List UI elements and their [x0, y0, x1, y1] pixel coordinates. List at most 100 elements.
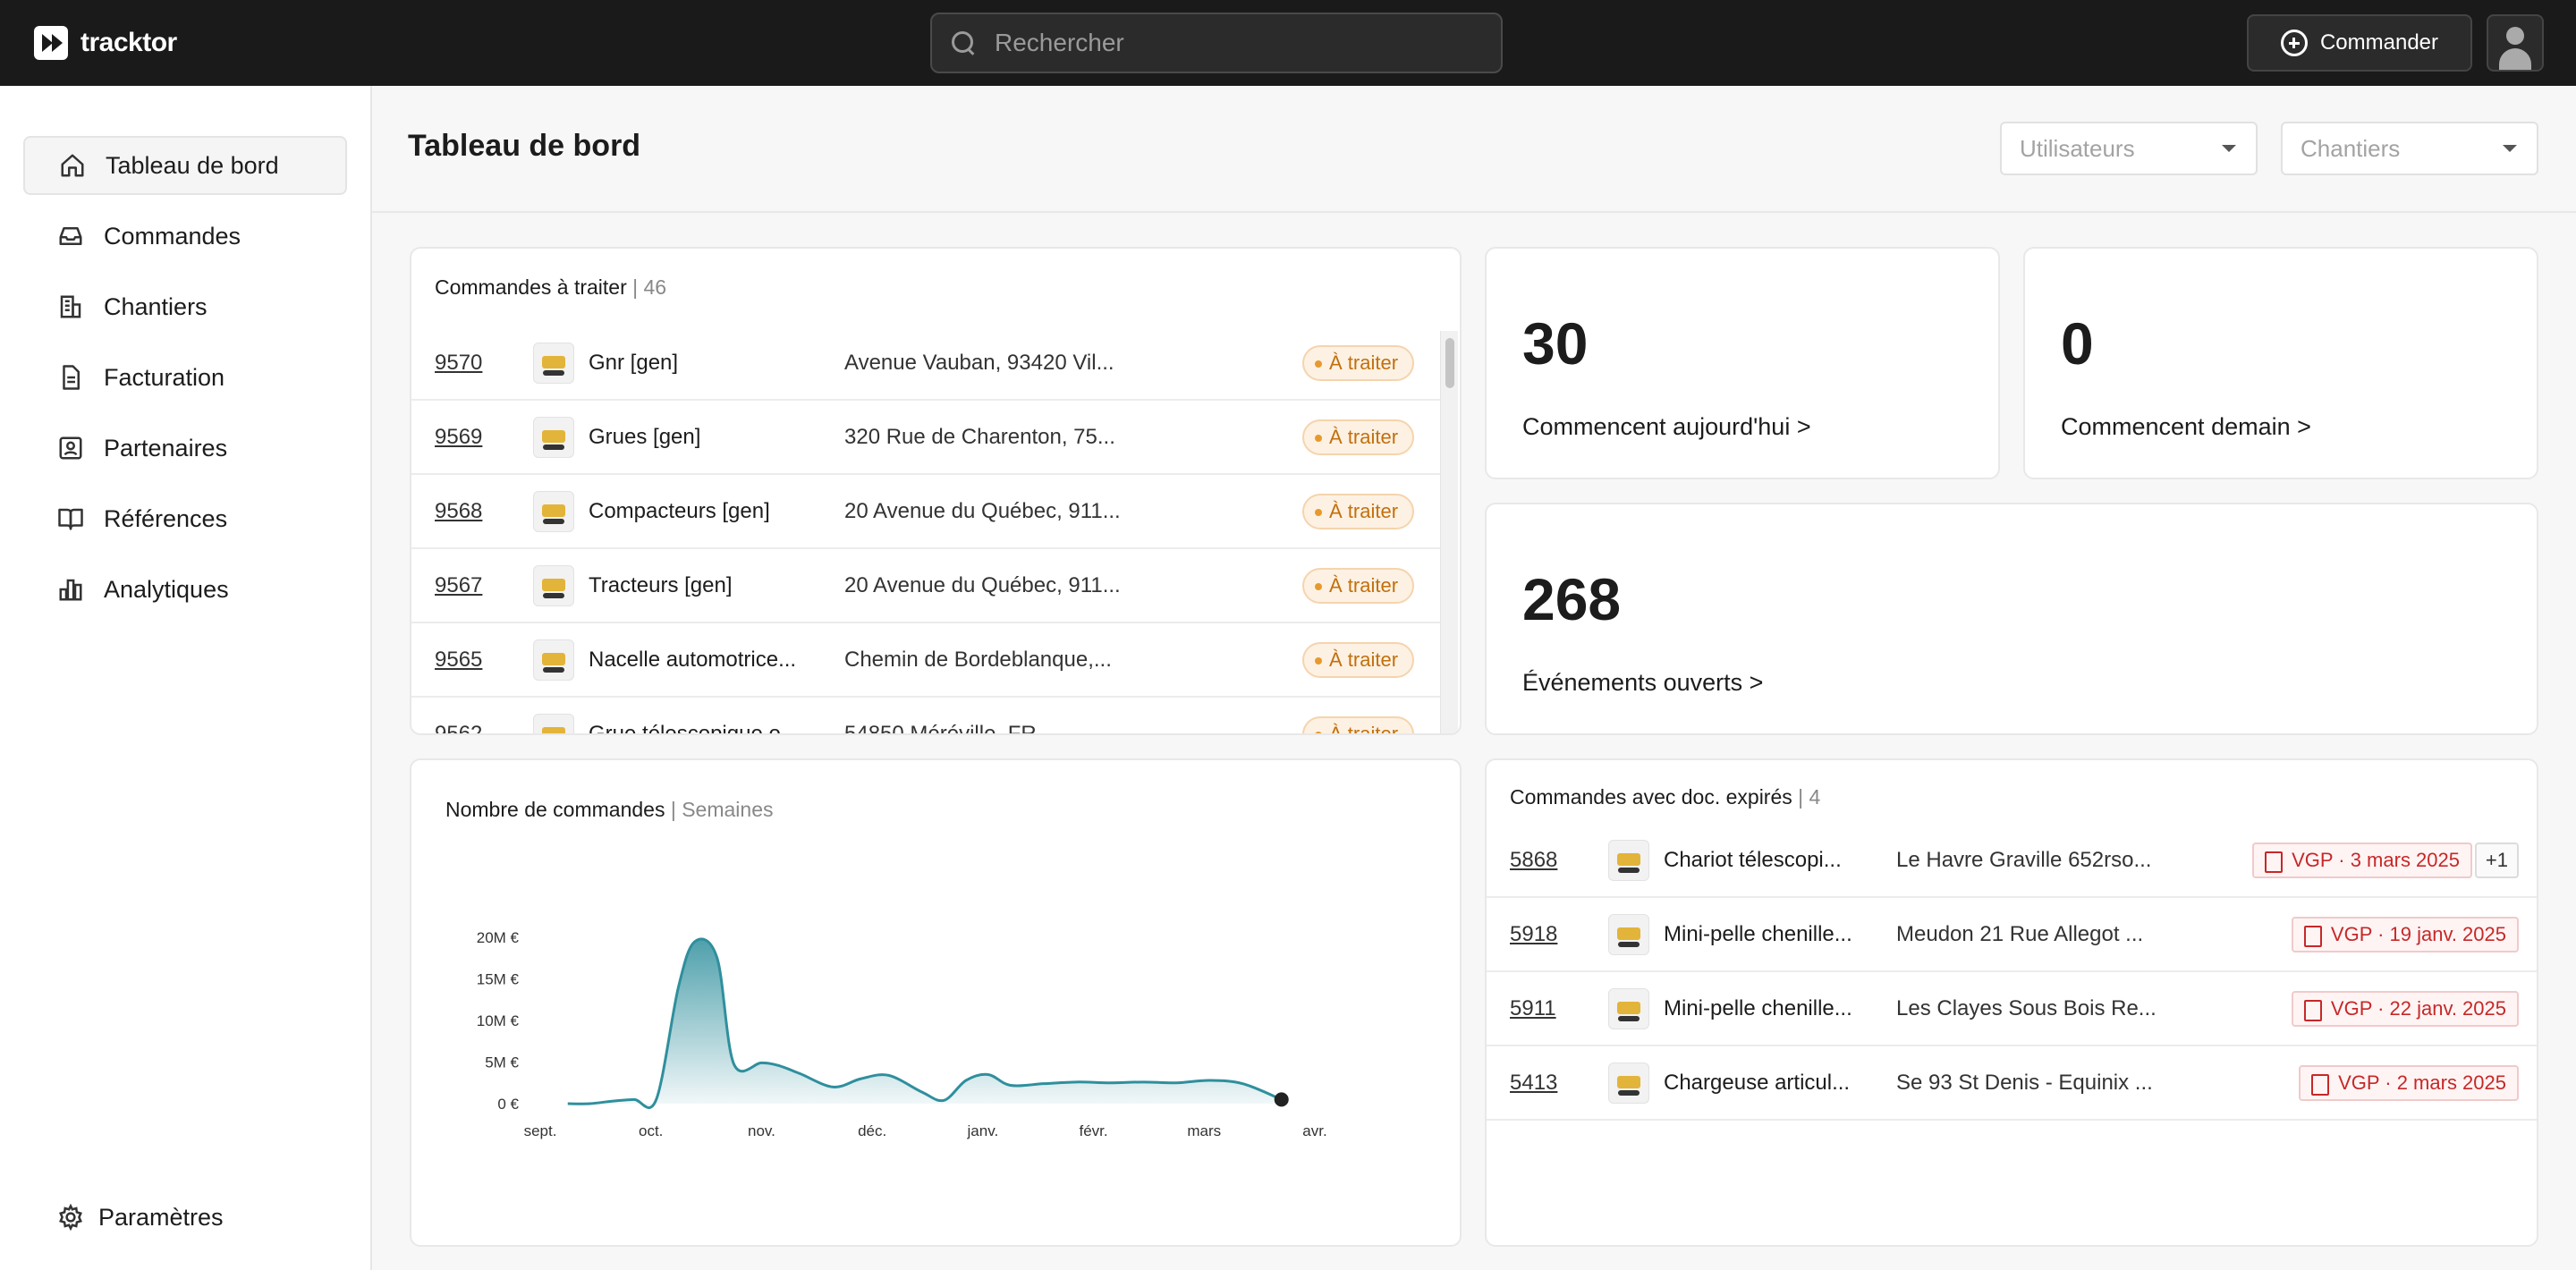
equipment-thumbnail [533, 491, 574, 532]
stat-tomorrow-value: 0 [2061, 310, 2094, 377]
table-row[interactable]: 9570 Gnr [gen] Avenue Vauban, 93420 Vil...… [411, 327, 1442, 401]
last-point-marker[interactable] [1274, 1092, 1289, 1107]
inbox-icon [57, 223, 84, 250]
more-docs-badge[interactable]: +1 [2474, 842, 2519, 878]
sidebar-item-analytics[interactable]: Analytiques [23, 560, 347, 619]
stat-card-tomorrow[interactable]: 0 Commencent demain > [2023, 247, 2538, 479]
orders-count: | 46 [632, 275, 667, 299]
order-id-link[interactable]: 5868 [1510, 848, 1558, 872]
order-id-link[interactable]: 5911 [1510, 996, 1556, 1020]
table-row[interactable]: 5413 Chargeuse articul... Se 93 St Denis -… [1487, 1047, 2537, 1121]
orders-to-process-card: Commandes à traiter | 46 9570 Gnr [gen] Av… [410, 247, 1462, 735]
sidebar-item-label: Analytiques [104, 575, 229, 603]
sites-select[interactable]: Chantiers [2281, 122, 2538, 175]
area-fill [567, 938, 1282, 1108]
table-row[interactable]: 9562 Grue télescopique o... 54850 Mérévill… [411, 698, 1442, 735]
sidebar-item-label: Tableau de bord [106, 151, 279, 179]
sites-select-value: Chantiers [2301, 134, 2401, 162]
sidebar-item-orders[interactable]: Commandes [23, 207, 347, 266]
app-logo[interactable]: tracktor [34, 25, 177, 61]
search-input[interactable] [995, 29, 1496, 57]
expired-doc-badge[interactable]: VGP · 3 mars 2025 [2252, 842, 2472, 878]
expired-doc-badge[interactable]: VGP · 2 mars 2025 [2299, 1065, 2519, 1101]
sidebar-item-dashboard[interactable]: Tableau de bord [23, 136, 347, 195]
users-select[interactable]: Utilisateurs [2000, 122, 2258, 175]
table-row[interactable]: 9567 Tracteurs [gen] 20 Avenue du Québec, … [411, 550, 1442, 623]
x-tick-label: oct. [639, 1122, 663, 1139]
y-tick-label: 20M € [477, 929, 520, 946]
building-icon [57, 293, 84, 320]
order-id-link[interactable]: 9568 [435, 499, 483, 523]
stat-events-link[interactable]: Événements ouverts > [1522, 669, 1764, 696]
equipment-thumbnail [1608, 988, 1649, 1029]
orders-scrollbar[interactable] [1440, 331, 1458, 733]
equipment-thumbnail [533, 565, 574, 606]
order-id-link[interactable]: 9567 [435, 573, 483, 597]
x-tick-label: avr. [1302, 1122, 1326, 1139]
sidebar-item-billing[interactable]: Facturation [23, 348, 347, 407]
top-bar: tracktor Commander [0, 0, 2576, 86]
sidebar-item-label: Références [104, 504, 228, 532]
sidebar-item-label: Facturation [104, 363, 225, 391]
page-title: Tableau de bord [408, 129, 641, 163]
order-address: Le Havre Graville 652rso... [1896, 848, 2152, 872]
order-button[interactable]: Commander [2247, 14, 2472, 72]
table-row[interactable]: 9565 Nacelle automotrice... Chemin de Bord… [411, 624, 1442, 698]
stat-today-link[interactable]: Commencent aujourd'hui > [1522, 413, 1811, 440]
order-id-link[interactable]: 5918 [1510, 922, 1558, 946]
expired-title-text: Commandes avec doc. expirés [1510, 785, 1792, 809]
x-tick-label: déc. [858, 1122, 886, 1139]
table-row[interactable]: 5868 Chariot télescopi... Le Havre Gravill… [1487, 825, 2537, 898]
table-row[interactable]: 5911 Mini-pelle chenille... Les Clayes Sou… [1487, 973, 2537, 1046]
stat-card-events[interactable]: 268 Événements ouverts > [1485, 503, 2538, 735]
order-address: 20 Avenue du Québec, 911... [844, 499, 1121, 523]
stat-card-today[interactable]: 30 Commencent aujourd'hui > [1485, 247, 2000, 479]
settings-label: Paramètres [98, 1203, 224, 1231]
sidebar-item-partners[interactable]: Partenaires [23, 419, 347, 478]
expired-count: | 4 [1798, 785, 1821, 809]
status-badge: À traiter [1302, 419, 1415, 455]
equipment-thumbnail [1608, 914, 1649, 955]
gear-icon [57, 1204, 84, 1231]
equipment-thumbnail [533, 714, 574, 733]
order-address: Avenue Vauban, 93420 Vil... [844, 351, 1114, 375]
y-tick-label: 5M € [485, 1054, 519, 1071]
y-tick-label: 15M € [477, 971, 520, 988]
equipment-thumbnail [1608, 1063, 1649, 1104]
order-id-link[interactable]: 9562 [435, 722, 483, 735]
sidebar-item-settings[interactable]: Paramètres [23, 1188, 347, 1247]
x-tick-label: mars [1187, 1122, 1221, 1139]
scroll-thumb[interactable] [1445, 338, 1454, 388]
equipment-thumbnail [533, 417, 574, 458]
y-tick-label: 0 € [497, 1096, 519, 1113]
table-row[interactable]: 5918 Mini-pelle chenille... Meudon 21 Rue … [1487, 899, 2537, 972]
table-row[interactable]: 9569 Grues [gen] 320 Rue de Charenton, 75.… [411, 402, 1442, 475]
equipment-name: Gnr [gen] [589, 351, 679, 375]
expired-doc-badge[interactable]: VGP · 22 janv. 2025 [2291, 991, 2519, 1027]
search-bar [930, 13, 1503, 73]
expired-doc-badge[interactable]: VGP · 19 janv. 2025 [2291, 917, 2519, 952]
order-address: 54850 Méréville, FR [844, 722, 1037, 735]
equipment-name: Tracteurs [gen] [589, 573, 733, 597]
order-id-link[interactable]: 5413 [1510, 1071, 1558, 1095]
equipment-name: Grues [gen] [589, 425, 701, 449]
stat-tomorrow-link[interactable]: Commencent demain > [2061, 413, 2311, 440]
order-id-link[interactable]: 9570 [435, 351, 483, 375]
sidebar-item-sites[interactable]: Chantiers [23, 277, 347, 336]
search-icon [950, 30, 977, 56]
status-badge: À traiter [1302, 642, 1415, 678]
order-address: Les Clayes Sous Bois Re... [1896, 996, 2157, 1020]
user-menu-button[interactable] [2487, 14, 2544, 72]
order-id-link[interactable]: 9569 [435, 425, 483, 449]
order-id-link[interactable]: 9565 [435, 648, 483, 672]
sidebar-item-references[interactable]: Références [23, 489, 347, 548]
document-icon [57, 364, 84, 391]
table-row[interactable]: 9568 Compacteurs [gen] 20 Avenue du Québec… [411, 476, 1442, 549]
equipment-name: Compacteurs [gen] [589, 499, 770, 523]
x-tick-label: sept. [524, 1122, 557, 1139]
status-badge: À traiter [1302, 494, 1415, 529]
order-address: 20 Avenue du Québec, 911... [844, 573, 1121, 597]
equipment-thumbnail [1608, 840, 1649, 881]
logo-text: tracktor [80, 28, 177, 57]
equipment-name: Mini-pelle chenille... [1664, 922, 1852, 946]
